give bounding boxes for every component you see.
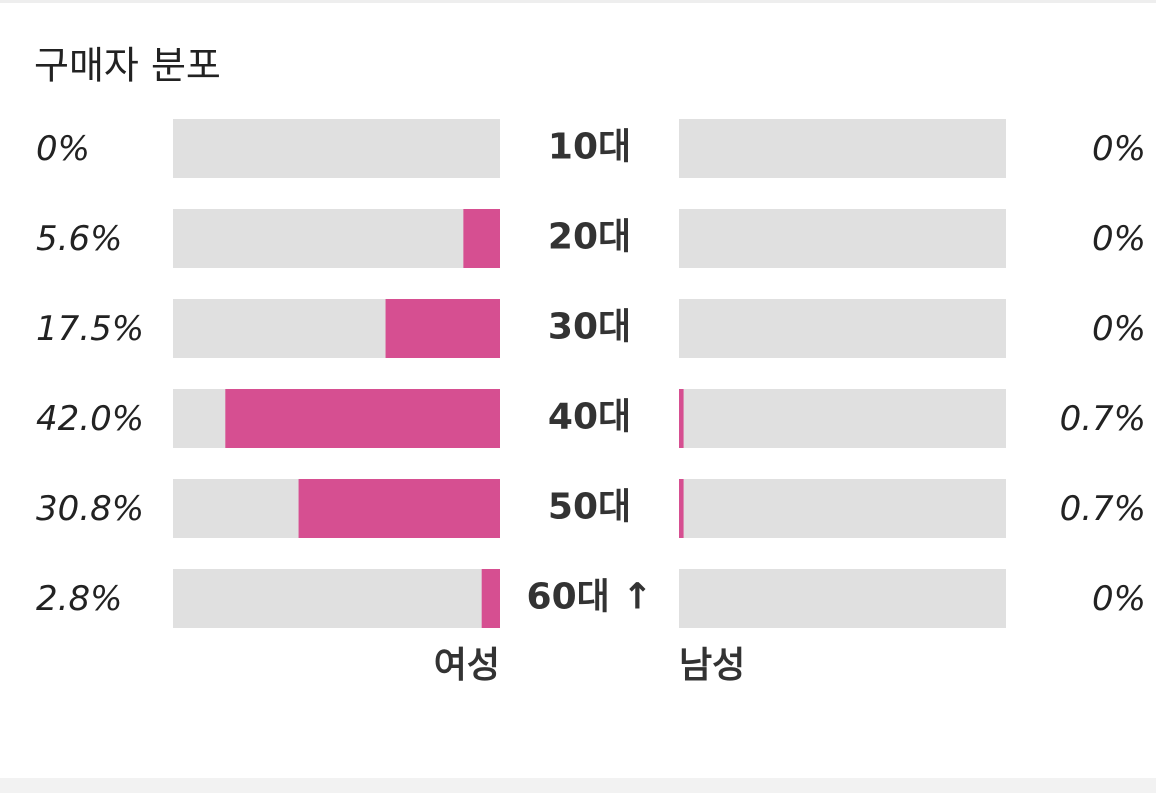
bar-track [679, 569, 1006, 628]
bar [679, 479, 684, 538]
category-label: 50대 [548, 487, 631, 528]
category-label: 60대 ↑ [527, 577, 653, 618]
bar-track [679, 389, 1006, 448]
bar-track [679, 119, 1006, 178]
bottom-strip [0, 778, 1156, 793]
bar [463, 209, 500, 268]
category-label: 30대 [548, 307, 631, 348]
bar [225, 389, 500, 448]
value-label: 0.7% [1060, 489, 1146, 529]
bar-track [679, 209, 1006, 268]
bar-track [173, 569, 500, 628]
category-label: 40대 [548, 397, 631, 438]
bar-track [679, 479, 1006, 538]
value-label: 17.5% [36, 309, 144, 349]
category-label: 20대 [548, 217, 631, 258]
value-label: 0% [1092, 309, 1146, 349]
value-label: 0% [1092, 129, 1146, 169]
value-label: 0% [1092, 579, 1146, 619]
category-label: 10대 [548, 127, 631, 168]
chart-title: 구매자 분포 [34, 44, 221, 88]
bar-track [679, 299, 1006, 358]
value-label: 5.6% [36, 219, 122, 259]
legend-label: 여성 [434, 645, 500, 686]
top-border [0, 0, 1156, 3]
value-label: 42.0% [36, 399, 144, 439]
value-label: 0.7% [1060, 399, 1146, 439]
legend-label: 남성 [679, 645, 745, 686]
value-label: 0% [36, 129, 90, 169]
value-label: 0% [1092, 219, 1146, 259]
bar-track [173, 119, 500, 178]
bar-track [173, 209, 500, 268]
bar [481, 569, 500, 628]
bar [298, 479, 500, 538]
value-label: 30.8% [36, 489, 144, 529]
value-label: 2.8% [36, 579, 122, 619]
bar [679, 389, 684, 448]
bar [385, 299, 500, 358]
